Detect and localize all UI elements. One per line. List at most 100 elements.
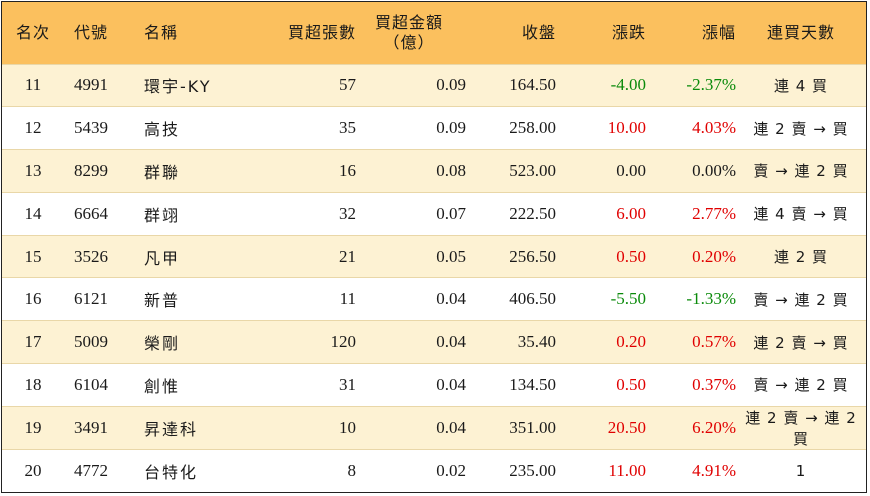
cell-change: 11.00: [556, 448, 646, 492]
cell-code: 4772: [64, 448, 132, 492]
cell-stock-name: 昇達科: [132, 405, 244, 450]
cell-stock-name: 群聯: [132, 149, 244, 193]
cell-code: 3526: [64, 234, 132, 278]
cell-buy-shares: 57: [244, 63, 356, 107]
header-consecutive-days: 連買天數: [766, 22, 835, 42]
cell-consecutive-days: 連 4 買: [736, 63, 866, 107]
header-rank: 名次: [15, 22, 50, 42]
cell-buy-shares: 8: [244, 448, 356, 492]
header-change-pct: 漲幅: [701, 22, 736, 42]
cell-change-pct: 2.77%: [646, 191, 736, 236]
cell-rank: 18: [2, 363, 64, 407]
cell-rank: 16: [2, 277, 64, 321]
table-row: 20 4772 台特化 8 0.02 235.00 11.00 4.91% 1: [2, 448, 866, 492]
cell-change: 0.00: [556, 149, 646, 193]
cell-stock-name: 榮剛: [132, 320, 244, 364]
cell-rank: 14: [2, 191, 64, 236]
cell-buy-shares: 16: [244, 149, 356, 193]
cell-stock-name: 高技: [132, 106, 244, 150]
cell-code: 5439: [64, 106, 132, 150]
cell-stock-name: 新普: [132, 277, 244, 321]
cell-buy-amount: 0.04: [356, 320, 466, 364]
cell-close: 35.40: [466, 320, 556, 364]
cell-change: 0.50: [556, 234, 646, 278]
cell-change-pct: 0.57%: [646, 320, 736, 364]
cell-change-pct: -1.33%: [646, 277, 736, 321]
cell-buy-shares: 21: [244, 234, 356, 278]
cell-stock-name: 創惟: [132, 363, 244, 407]
cell-consecutive-days: 連 2 賣 → 連 2 買: [736, 405, 866, 450]
table-row: 15 3526 凡甲 21 0.05 256.50 0.50 0.20% 連 2 買: [2, 234, 866, 278]
cell-change: 0.50: [556, 363, 646, 407]
cell-code: 6104: [64, 363, 132, 407]
cell-close: 256.50: [466, 234, 556, 278]
cell-change: 20.50: [556, 405, 646, 450]
table-row: 18 6104 創惟 31 0.04 134.50 0.50 0.37% 賣 → 連 2 買: [2, 363, 866, 407]
cell-consecutive-days: 賣 → 連 2 買: [736, 149, 866, 193]
cell-change-pct: 0.20%: [646, 234, 736, 278]
cell-stock-name: 群翊: [132, 191, 244, 236]
cell-buy-shares: 35: [244, 106, 356, 150]
cell-change-pct: 0.00%: [646, 149, 736, 193]
cell-buy-amount: 0.05: [356, 234, 466, 278]
cell-buy-shares: 10: [244, 405, 356, 450]
cell-code: 8299: [64, 149, 132, 193]
cell-code: 4991: [64, 63, 132, 107]
cell-buy-amount: 0.04: [356, 277, 466, 321]
cell-change: -5.50: [556, 277, 646, 321]
header-buy-amount: 買超金額 （億）: [374, 12, 443, 52]
header-buy-shares: 買超張數: [287, 22, 356, 42]
cell-buy-amount: 0.04: [356, 363, 466, 407]
cell-consecutive-days: 連 2 買: [736, 234, 866, 278]
table-row: 16 6121 新普 11 0.04 406.50 -5.50 -1.33% 賣 → 連 2 買: [2, 277, 866, 321]
table-row: 13 8299 群聯 16 0.08 523.00 0.00 0.00% 賣 → 連 2 買: [2, 149, 866, 193]
cell-stock-name: 環宇-KY: [132, 63, 244, 107]
cell-change: 10.00: [556, 106, 646, 150]
cell-buy-shares: 31: [244, 363, 356, 407]
cell-close: 164.50: [466, 63, 556, 107]
cell-change-pct: 0.37%: [646, 363, 736, 407]
cell-close: 523.00: [466, 149, 556, 193]
cell-rank: 19: [2, 405, 64, 450]
table-row: 11 4991 環宇-KY 57 0.09 164.50 -4.00 -2.37% 連 4 買: [2, 63, 866, 107]
table-row: 12 5439 高技 35 0.09 258.00 10.00 4.03% 連 2 賣 → 買: [2, 106, 866, 150]
cell-consecutive-days: 連 2 賣 → 買: [736, 106, 866, 150]
cell-buy-amount: 0.02: [356, 448, 466, 492]
cell-buy-amount: 0.08: [356, 149, 466, 193]
cell-close: 134.50: [466, 363, 556, 407]
cell-code: 6664: [64, 191, 132, 236]
header-close: 收盤: [521, 22, 556, 42]
cell-code: 6121: [64, 277, 132, 321]
header-code: 代號: [74, 22, 109, 42]
cell-buy-amount: 0.04: [356, 405, 466, 450]
cell-close: 222.50: [466, 191, 556, 236]
cell-rank: 20: [2, 448, 64, 492]
cell-close: 406.50: [466, 277, 556, 321]
cell-rank: 11: [2, 63, 64, 107]
cell-change: -4.00: [556, 63, 646, 107]
cell-rank: 17: [2, 320, 64, 364]
cell-close: 351.00: [466, 405, 556, 450]
cell-change-pct: 6.20%: [646, 405, 736, 450]
table-row: 19 3491 昇達科 10 0.04 351.00 20.50 6.20% 連 2 賣 → 連…: [2, 405, 866, 450]
cell-consecutive-days: 1: [736, 448, 866, 492]
table-row: 14 6664 群翊 32 0.07 222.50 6.00 2.77% 連 4 賣 → 買: [2, 191, 866, 236]
cell-code: 5009: [64, 320, 132, 364]
cell-buy-amount: 0.09: [356, 106, 466, 150]
cell-stock-name: 凡甲: [132, 234, 244, 278]
table-header-row: 名次 代號 名稱 買超張數 買超金額 （億） 收盤 漲跌 漲幅 連買天數: [2, 2, 866, 64]
cell-consecutive-days: 賣 → 連 2 買: [736, 277, 866, 321]
cell-consecutive-days: 連 2 賣 → 買: [736, 320, 866, 364]
cell-consecutive-days: 連 4 賣 → 買: [736, 191, 866, 236]
cell-buy-shares: 120: [244, 320, 356, 364]
cell-close: 235.00: [466, 448, 556, 492]
cell-rank: 15: [2, 234, 64, 278]
table-row: 17 5009 榮剛 120 0.04 35.40 0.20 0.57% 連 2 賣 → 買: [2, 320, 866, 364]
cell-consecutive-days: 賣 → 連 2 買: [736, 363, 866, 407]
cell-change-pct: 4.91%: [646, 448, 736, 492]
cell-change-pct: 4.03%: [646, 106, 736, 150]
cell-buy-shares: 11: [244, 277, 356, 321]
header-change: 漲跌: [611, 22, 646, 42]
